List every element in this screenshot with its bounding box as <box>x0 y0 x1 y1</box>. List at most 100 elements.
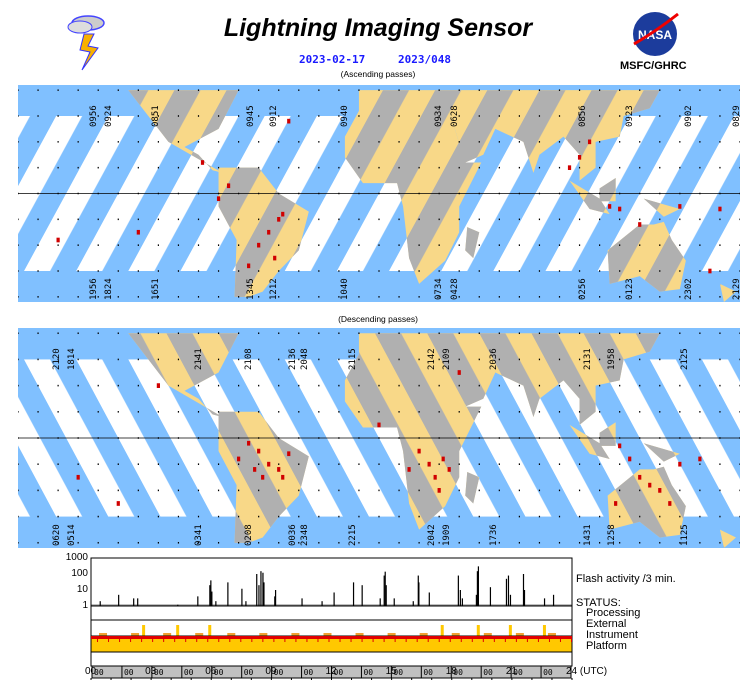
grid-dot <box>378 244 380 246</box>
lightning-flash <box>608 204 612 209</box>
grid-dot <box>478 166 480 169</box>
orbit-marker-label: 00 <box>214 668 224 677</box>
grid-dot <box>478 218 480 221</box>
grid-dot <box>558 411 561 413</box>
grid-dot <box>739 332 741 335</box>
grid-dot <box>659 244 661 246</box>
grid-dot <box>438 89 440 91</box>
grid-dot <box>458 358 460 361</box>
grid-dot <box>318 296 320 298</box>
flash-bar <box>477 566 480 606</box>
flash-bar <box>476 571 479 606</box>
orbit-time-label: 2136 <box>288 348 298 370</box>
grid-dot <box>137 384 139 387</box>
grid-dot <box>37 489 39 492</box>
grid-dot <box>619 515 621 518</box>
orbit-time-label: 0934 <box>434 105 444 127</box>
grid-dot <box>739 141 741 143</box>
grid-dot <box>619 463 621 465</box>
grid-dot <box>37 166 39 169</box>
grid-dot <box>338 384 340 387</box>
grid-dot <box>137 463 139 465</box>
orbit-time-label: 0956 <box>89 105 99 127</box>
grid-dot <box>739 218 741 221</box>
grid-dot <box>398 411 400 413</box>
grid-dot <box>17 463 19 465</box>
grid-dot <box>518 463 520 465</box>
orbit-time-label: 1956 <box>89 278 99 300</box>
grid-dot <box>117 411 119 413</box>
grid-dot <box>719 115 721 117</box>
orbit-time-label: 2125 <box>680 348 690 370</box>
grid-dot <box>278 411 280 413</box>
grid-dot <box>157 541 159 544</box>
grid-dot <box>338 296 340 298</box>
grid-dot <box>538 332 541 335</box>
grid-dot <box>318 541 320 544</box>
lightning-flash <box>577 155 582 160</box>
instrument-flag <box>196 639 198 642</box>
grid-dot <box>418 218 420 221</box>
lightning-flash <box>648 482 652 488</box>
page-title: Lightning Imaging Sensor <box>223 14 533 42</box>
x-tick-label: 12 <box>325 666 337 677</box>
grid-dot <box>599 141 601 143</box>
grid-dot <box>418 89 420 91</box>
instrument-flag <box>152 639 154 642</box>
grid-dot <box>679 411 681 413</box>
grid-dot <box>358 437 360 439</box>
flash-bar <box>118 594 120 606</box>
grid-dot <box>558 437 561 439</box>
grid-dot <box>659 270 661 272</box>
instrument-flag <box>295 639 297 642</box>
grid-dot <box>157 218 159 221</box>
lightning-flash <box>257 242 261 248</box>
grid-dot <box>558 141 561 143</box>
orbit-time-label: 2109 <box>442 348 452 370</box>
grid-dot <box>478 515 480 518</box>
orbit-time-label: 0208 <box>244 524 254 546</box>
grid-dot <box>278 332 280 335</box>
grid-dot <box>338 411 340 413</box>
flash-bar <box>461 598 463 606</box>
nasa-logo: NASA <box>630 10 680 63</box>
grid-dot <box>599 437 601 439</box>
grid-dot <box>378 141 380 143</box>
grid-dot <box>137 166 139 169</box>
grid-dot <box>418 515 420 518</box>
grid-dot <box>117 463 119 465</box>
grid-dot <box>238 192 240 195</box>
grid-dot <box>37 89 39 91</box>
orbit-marker-label: 00 <box>244 668 254 677</box>
grid-dot <box>238 270 240 272</box>
grid-dot <box>699 141 701 143</box>
grid-dot <box>458 541 460 544</box>
grid-dot <box>197 437 200 439</box>
grid-dot <box>157 141 159 143</box>
orbit-time-label: 1125 <box>680 524 690 546</box>
grid-dot <box>238 141 240 143</box>
grid-dot <box>518 192 520 195</box>
grid-dot <box>57 115 59 117</box>
grid-dot <box>338 332 340 335</box>
grid-dot <box>719 515 721 518</box>
grid-dot <box>458 89 460 91</box>
grid-dot <box>398 192 400 195</box>
grid-dot <box>619 437 621 439</box>
grid-dot <box>679 541 681 544</box>
grid-dot <box>558 115 561 117</box>
grid-dot <box>318 489 320 492</box>
grid-dot <box>57 437 59 439</box>
grid-dot <box>278 270 280 272</box>
grid-dot <box>378 115 380 117</box>
grid-dot <box>398 384 400 387</box>
grid-dot <box>278 166 280 169</box>
lightning-flash <box>267 461 271 467</box>
x-tick-label: 15 <box>385 666 397 677</box>
grid-dot <box>438 270 440 272</box>
grid-dot <box>37 384 39 387</box>
external-marker <box>451 633 460 636</box>
external-marker <box>355 633 364 636</box>
grid-dot <box>498 515 500 518</box>
grid-dot <box>17 437 19 439</box>
